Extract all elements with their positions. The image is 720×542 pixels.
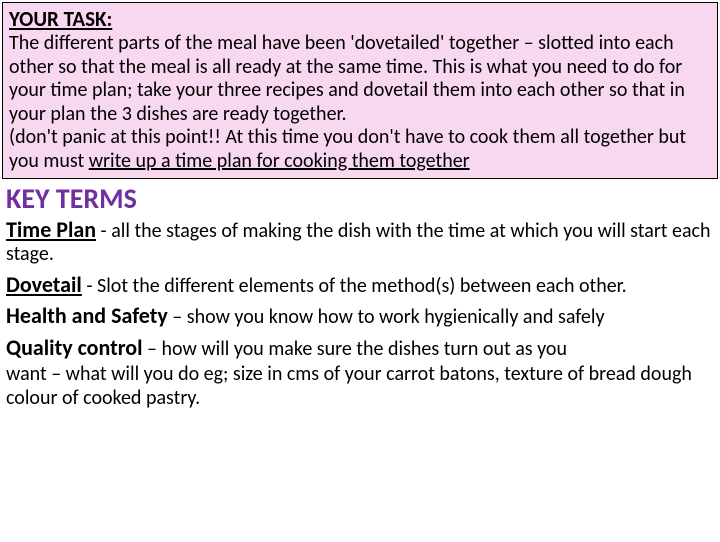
task-box: YOUR TASK: The different parts of the me… xyxy=(2,2,718,179)
task-body-underlined: write up a time plan for cooking them to… xyxy=(89,149,470,173)
key-terms-heading: KEY TERMS xyxy=(0,179,720,216)
term-dovetail: Dovetail - Slot the different elements o… xyxy=(0,271,720,303)
term-quality-control: Quality control – how will you make sure… xyxy=(0,334,720,362)
task-body: The different parts of the meal have bee… xyxy=(9,32,711,174)
term-text-quality-control: – how will you make sure the dishes turn… xyxy=(143,337,567,361)
term-time-plan: Time Plan - all the stages of making the… xyxy=(0,216,720,271)
term-label-quality-control: Quality control xyxy=(6,334,143,361)
term-text-time-plan: - all the stages of making the dish with… xyxy=(6,219,711,267)
term-text-dovetail: - Slot the different elements of the met… xyxy=(82,274,627,298)
term-health-safety: Health and Safety – show you know how to… xyxy=(0,302,720,334)
task-title: YOUR TASK: xyxy=(9,6,711,32)
term-label-time-plan: Time Plan xyxy=(6,216,96,243)
term-text-health-safety: – show you know how to work hygienically… xyxy=(168,305,605,329)
term-label-dovetail: Dovetail xyxy=(6,271,82,298)
term-label-health-safety: Health and Safety xyxy=(6,302,168,329)
tail-text: want – what will you do eg; size in cms … xyxy=(0,362,720,410)
